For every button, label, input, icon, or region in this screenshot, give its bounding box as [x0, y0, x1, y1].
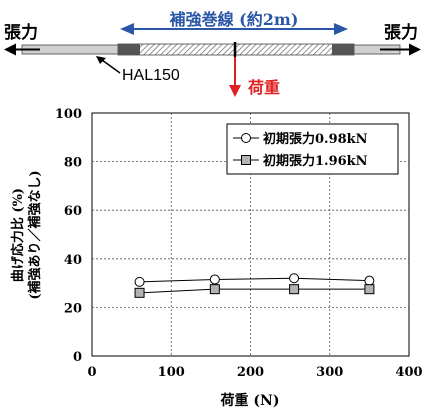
- wrap-end-right: [332, 44, 354, 55]
- legend-marker-circle: [241, 133, 251, 143]
- series-line-1: [139, 277, 370, 283]
- data-point-circle: [364, 275, 375, 286]
- legend: 初期張力0.98kN 初期張力1.96kN: [226, 123, 399, 175]
- series-group: [134, 273, 375, 298]
- series-line-2: [139, 288, 370, 294]
- x-tick-label: 400: [395, 365, 422, 380]
- reinforcement-label: 補強巻線 (約2m): [169, 10, 299, 29]
- data-point-circle: [289, 273, 300, 284]
- span-arrow-right-head: [334, 23, 348, 35]
- span-arrow-left-head: [120, 23, 134, 35]
- y-tick-label: 60: [64, 204, 82, 219]
- legend-label-1: 初期張力0.98kN: [263, 131, 368, 147]
- data-point-circle: [134, 276, 145, 287]
- conductor-label: HAL150: [122, 67, 180, 84]
- tension-right-label: 張力: [384, 22, 418, 43]
- tension-left-label: 張力: [4, 22, 38, 43]
- wrap-end-left: [118, 44, 140, 55]
- x-tick-label: 200: [237, 365, 264, 380]
- y-tick-label: 100: [55, 107, 82, 122]
- load-label: 荷重: [248, 78, 280, 97]
- x-tick-label: 100: [158, 365, 185, 380]
- x-axis-label: 荷重 (N): [220, 392, 280, 409]
- tension-left-arrow-head: [4, 43, 16, 56]
- legend-marker-square: [241, 155, 251, 165]
- chart: 0 100 200 300 400 0 20 40 60 80 100 荷重 (N) 曲げ応力比 …: [10, 107, 423, 409]
- y-axis-label-line-2: (補強あり／補強なし): [27, 170, 43, 299]
- load-arrow-head: [229, 85, 241, 97]
- tension-right-arrow-head: [409, 43, 421, 56]
- legend-box: [226, 123, 399, 175]
- x-tick-label: 0: [87, 365, 96, 380]
- legend-label-2: 初期張力1.96kN: [263, 153, 368, 169]
- y-tick-label: 80: [64, 156, 82, 171]
- data-point-square: [134, 287, 145, 298]
- data-point-square: [209, 284, 220, 295]
- y-tick-label: 40: [64, 253, 82, 268]
- y-axis-label-line-1: 曲げ応力比 (%): [10, 188, 26, 282]
- y-tick-label: 0: [73, 350, 82, 365]
- data-point-square: [289, 284, 300, 295]
- conductor-leader-head: [96, 56, 106, 64]
- y-axis-ticks: 0 20 40 60 80 100: [55, 107, 82, 365]
- data-point-square: [364, 284, 375, 295]
- conductor-leader: [101, 59, 121, 74]
- conductor-diagram: 張力 張力 補強巻線 (約2m) HAL150 荷重: [4, 10, 421, 97]
- data-point-circle: [209, 274, 220, 285]
- y-axis-label: 曲げ応力比 (%) (補強あり／補強なし): [10, 170, 43, 299]
- x-axis-ticks: 0 100 200 300 400: [87, 365, 422, 380]
- x-tick-label: 300: [316, 365, 343, 380]
- y-tick-label: 20: [64, 301, 82, 316]
